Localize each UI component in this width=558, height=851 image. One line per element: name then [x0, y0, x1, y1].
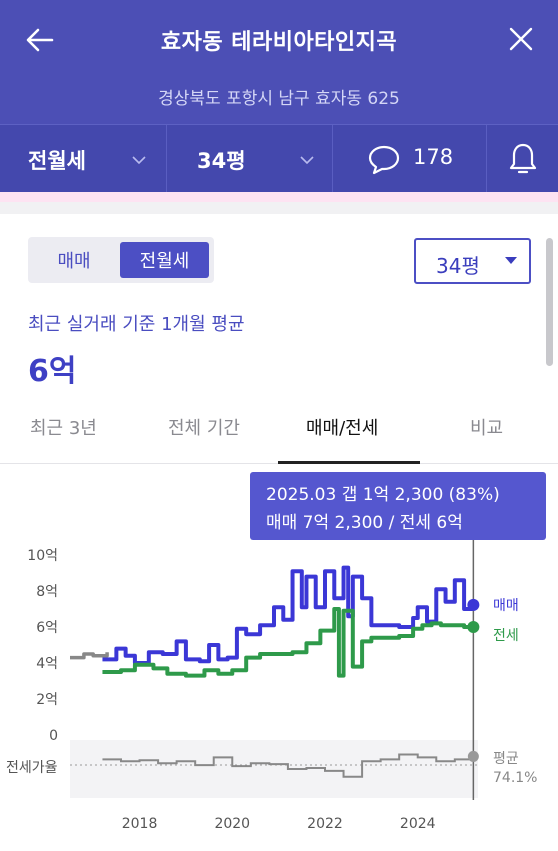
tooltip-price-line: 매매 7억 2,300 / 전세 6억 — [266, 513, 463, 533]
series-line-jeonse — [102, 607, 474, 678]
section-separator — [0, 202, 558, 214]
scrollbar[interactable] — [546, 238, 553, 366]
address-text: 경상북도 포항시 남구 효자동 625 — [158, 89, 400, 109]
chevron-down-icon — [300, 156, 314, 165]
deal-type-toggle: 매매 전월세 — [28, 237, 214, 283]
decorative-band — [0, 192, 558, 202]
bell-icon[interactable] — [507, 141, 539, 177]
ratio-label: 전세가율 — [6, 760, 58, 776]
active-tab-indicator — [278, 461, 420, 464]
y-tick-label: 0 — [49, 728, 58, 744]
back-arrow-icon[interactable] — [22, 22, 58, 58]
ratio-avg-value: 74.1% — [493, 770, 537, 786]
comments-count: 178 — [413, 145, 454, 169]
y-tick-label: 4억 — [36, 656, 58, 672]
y-tick-label: 2억 — [36, 692, 58, 708]
caret-down-icon — [505, 257, 517, 264]
tab-all-period[interactable]: 전체 기간 — [168, 418, 240, 439]
chart-tooltip: 2025.03 갭 1억 2,300 (83%) 매매 7억 2,300 / 전… — [250, 472, 546, 540]
comments-button[interactable]: 178 — [333, 125, 486, 193]
filter-bar: 전월세 34평 178 — [0, 124, 558, 193]
y-tick-label: 10억 — [27, 548, 58, 564]
toggle-sale[interactable]: 매매 — [57, 251, 91, 272]
y-tick-label: 6억 — [36, 620, 58, 636]
average-value: 6억 — [28, 354, 77, 389]
sale-end-marker — [467, 598, 480, 611]
series-line-average — [70, 652, 109, 660]
tab-sale-jeonse[interactable]: 매매/전세 — [306, 418, 379, 439]
tab-recent-3y[interactable]: 최근 3년 — [30, 418, 97, 439]
top-app-bar: 효자동 테라비아타인지곡 경상북도 포항시 남구 효자동 625 — [0, 0, 558, 124]
divider — [166, 125, 167, 193]
toggle-rent[interactable]: 전월세 — [120, 242, 209, 278]
size-label: 34평 — [197, 149, 246, 173]
chevron-down-icon — [132, 156, 146, 165]
close-icon[interactable] — [504, 22, 538, 56]
ratio-end-marker — [467, 750, 479, 762]
legend-jeonse: 전세 — [493, 628, 519, 644]
size-dropdown[interactable]: 34평 — [167, 125, 332, 193]
divider — [332, 125, 333, 193]
ratio-panel-bg — [70, 740, 478, 798]
deal-type-label: 전월세 — [28, 149, 86, 173]
size-select[interactable]: 34평 — [414, 238, 531, 284]
size-select-value: 34평 — [436, 254, 480, 278]
legend-sale: 매매 — [493, 598, 519, 614]
ratio-line — [102, 753, 475, 778]
y-tick-label: 8억 — [36, 584, 58, 600]
deal-type-dropdown[interactable]: 전월세 — [0, 125, 166, 193]
x-tick-label: 2018 — [122, 816, 158, 832]
ratio-avg-label: 평균 — [493, 751, 519, 767]
page-title: 효자동 테라비아타인지곡 — [160, 30, 398, 55]
x-tick-label: 2022 — [307, 816, 343, 832]
tooltip-gap-line: 2025.03 갭 1억 2,300 (83%) — [266, 485, 500, 505]
x-tick-label: 2020 — [214, 816, 250, 832]
jeonse-end-marker — [467, 621, 480, 633]
speech-bubble-icon — [368, 145, 400, 175]
x-tick-label: 2024 — [400, 816, 436, 832]
tab-compare[interactable]: 비교 — [470, 418, 504, 439]
average-label: 최근 실거래 기준 1개월 평균 — [28, 314, 245, 335]
period-tabs: 최근 3년 전체 기간 매매/전세 비교 — [0, 400, 558, 464]
divider — [486, 125, 487, 193]
series-line-sale — [102, 565, 476, 665]
